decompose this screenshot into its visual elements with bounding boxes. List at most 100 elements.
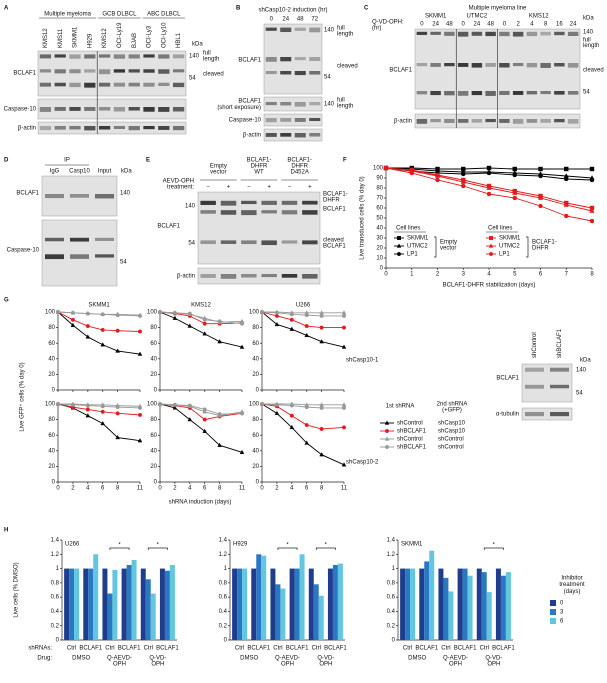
blot-band bbox=[309, 102, 321, 106]
legend-label: 6 bbox=[560, 619, 564, 625]
bar bbox=[462, 568, 468, 640]
y-tick-label: 90 bbox=[376, 176, 383, 182]
category-label: Ctrl bbox=[273, 646, 282, 652]
y-tick-label: 0.6 bbox=[219, 595, 228, 601]
bar bbox=[232, 568, 238, 640]
point bbox=[115, 434, 120, 440]
blot-band bbox=[281, 210, 298, 215]
blot-band bbox=[309, 27, 321, 33]
x-tick-label: 1 bbox=[410, 272, 414, 278]
point bbox=[239, 449, 245, 454]
blot-band bbox=[302, 240, 318, 245]
y-tick-label: 60 bbox=[150, 433, 157, 439]
drug-label: Q-VD- bbox=[485, 656, 502, 662]
x-tick-label: 4 bbox=[86, 486, 90, 492]
axis-title: shCasp10-2 induction (hr) bbox=[258, 8, 327, 14]
point bbox=[202, 321, 207, 326]
blot-band bbox=[471, 63, 483, 68]
blot-band bbox=[241, 240, 257, 245]
blot-band bbox=[540, 119, 551, 123]
y-tick-label: 0 bbox=[224, 638, 228, 644]
blot-band bbox=[261, 240, 277, 246]
lane-label: 2 bbox=[516, 22, 520, 28]
row-label: shRNAs: bbox=[28, 646, 52, 652]
drug-label: Q-AEVD- bbox=[107, 656, 132, 662]
marker-label: 54 bbox=[120, 260, 127, 266]
blot-band bbox=[444, 91, 455, 96]
marker-label: 54 bbox=[576, 391, 583, 397]
blot-band bbox=[567, 63, 579, 68]
axis bbox=[61, 540, 177, 641]
bar bbox=[448, 591, 454, 640]
group-label: Multiple myeloma bbox=[44, 12, 91, 18]
point bbox=[217, 319, 222, 324]
bar bbox=[332, 565, 338, 640]
lane-label: + bbox=[308, 185, 312, 191]
blot-band bbox=[281, 274, 298, 278]
sig-label: * bbox=[286, 543, 289, 549]
legend-label: shControl bbox=[397, 421, 423, 427]
bar bbox=[443, 577, 449, 640]
legend-brace bbox=[526, 236, 529, 258]
blot-band bbox=[512, 91, 524, 95]
bar bbox=[102, 568, 108, 640]
protein-label: β-actin bbox=[243, 133, 261, 139]
point bbox=[157, 310, 162, 315]
blot bbox=[37, 98, 187, 120]
y-tick-label: 60 bbox=[376, 206, 383, 212]
marker-label: 140 bbox=[120, 191, 131, 197]
y-tick-label: 1.4 bbox=[387, 538, 396, 544]
blot-band bbox=[265, 57, 277, 62]
point bbox=[488, 243, 494, 248]
x-tick-label: 6 bbox=[539, 272, 543, 278]
blot-band bbox=[172, 107, 185, 112]
treatment-label: Q-VD-OPH: bbox=[372, 20, 404, 26]
drug-label: DMSO bbox=[408, 656, 426, 662]
point bbox=[564, 213, 569, 219]
protein-label: BCLAF1 bbox=[238, 99, 261, 105]
series-line bbox=[159, 311, 243, 348]
point bbox=[85, 413, 91, 418]
point bbox=[435, 177, 440, 183]
protein-label: β-actin bbox=[177, 274, 195, 280]
point bbox=[70, 310, 75, 315]
bar bbox=[126, 565, 132, 640]
y-tick-label: 1 bbox=[224, 566, 228, 572]
blot-band bbox=[499, 119, 510, 123]
blot-band bbox=[526, 63, 538, 68]
blot-band bbox=[158, 69, 170, 74]
legend-group-label: vector bbox=[440, 246, 456, 252]
blot-band bbox=[499, 31, 510, 37]
point bbox=[461, 183, 466, 189]
point bbox=[397, 251, 402, 256]
y-tick-label: 60 bbox=[150, 341, 157, 347]
kda-label: kDa bbox=[121, 169, 132, 175]
bar bbox=[419, 568, 425, 640]
blot-band bbox=[294, 27, 306, 31]
lane-label: shControl bbox=[532, 332, 538, 358]
point bbox=[157, 402, 162, 407]
lane-label: 24 bbox=[282, 17, 289, 23]
point bbox=[202, 331, 208, 336]
lane-label: 48 bbox=[297, 17, 304, 23]
blot bbox=[197, 267, 321, 285]
y-tick-label: 20 bbox=[48, 464, 55, 470]
blot-band bbox=[98, 126, 111, 130]
point bbox=[304, 405, 309, 410]
blot-band bbox=[98, 82, 111, 87]
legend-group-label: BCLAF1- bbox=[532, 240, 557, 246]
lane-label: 4 bbox=[530, 22, 534, 28]
blot-band bbox=[172, 82, 185, 88]
protein-label: BCLAF1 bbox=[496, 376, 519, 382]
point bbox=[274, 321, 280, 327]
blot-band bbox=[98, 69, 111, 75]
blot-band bbox=[54, 107, 66, 111]
blot-band bbox=[45, 254, 64, 260]
point bbox=[187, 403, 192, 408]
blot-band bbox=[172, 69, 185, 73]
blot-band bbox=[54, 69, 66, 74]
bar bbox=[107, 593, 113, 640]
y-tick-label: 0 bbox=[256, 480, 260, 486]
blot-band bbox=[457, 91, 469, 96]
blot-band bbox=[241, 210, 257, 216]
